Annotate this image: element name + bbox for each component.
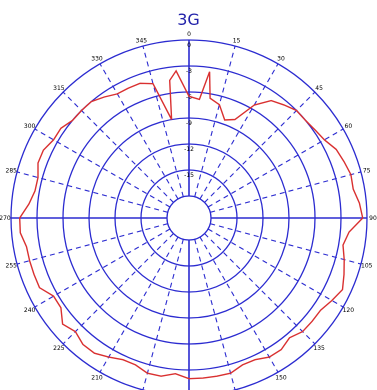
radial-tick-label: -15	[184, 172, 194, 179]
angle-tick-label: 240	[24, 307, 36, 314]
angle-tick-label: 210	[91, 374, 103, 381]
center-circle	[166, 195, 212, 241]
angle-spoke	[34, 228, 171, 308]
radial-tick-label: -9	[186, 120, 192, 127]
angle-tick-label: 270	[0, 215, 11, 222]
angle-spoke	[199, 236, 279, 373]
angle-tick-label: 105	[361, 263, 373, 270]
angle-tick-label: 90	[369, 215, 377, 222]
angle-spoke	[16, 171, 168, 213]
angle-spoke	[194, 239, 236, 390]
angle-tick-label: 120	[343, 307, 355, 314]
angle-spoke	[204, 233, 316, 345]
angle-tick-label: 285	[6, 167, 18, 174]
angle-spoke	[194, 45, 236, 197]
angle-tick-label: 330	[91, 56, 103, 63]
angle-spoke	[62, 233, 174, 345]
angle-tick-label: 315	[53, 85, 65, 92]
angle-tick-label: 255	[6, 263, 18, 270]
series-line	[18, 69, 364, 380]
angle-spoke	[142, 45, 184, 197]
angle-spoke	[210, 223, 362, 265]
angle-tick-label: 300	[24, 123, 36, 130]
angle-spoke	[207, 228, 344, 308]
angle-tick-label: 0	[187, 31, 191, 38]
chart-title: 3G	[177, 10, 200, 29]
radial-tick-label: -12	[184, 146, 194, 153]
angle-tick-label: 150	[275, 374, 287, 381]
angle-spoke	[16, 223, 168, 265]
angle-tick-label: 345	[136, 37, 148, 44]
angle-spoke	[34, 128, 171, 208]
angle-tick-label: 225	[53, 345, 65, 352]
radial-tick-label: -3	[186, 68, 192, 75]
angle-spoke	[199, 63, 279, 200]
angle-spoke	[99, 236, 179, 373]
angle-tick-label: 75	[363, 167, 371, 174]
angle-spoke	[207, 128, 344, 208]
angle-tick-label: 60	[345, 123, 353, 130]
angle-tick-label: 135	[313, 345, 325, 352]
angle-tick-label: 15	[233, 37, 241, 44]
angle-tick-label: 30	[277, 56, 285, 63]
radial-tick-label: 0	[187, 42, 191, 49]
angle-spoke	[99, 63, 179, 200]
radial-tick-label: -6	[186, 94, 192, 101]
angle-spoke	[142, 239, 184, 390]
angle-tick-label: 45	[315, 85, 323, 92]
angle-spoke	[210, 171, 362, 213]
